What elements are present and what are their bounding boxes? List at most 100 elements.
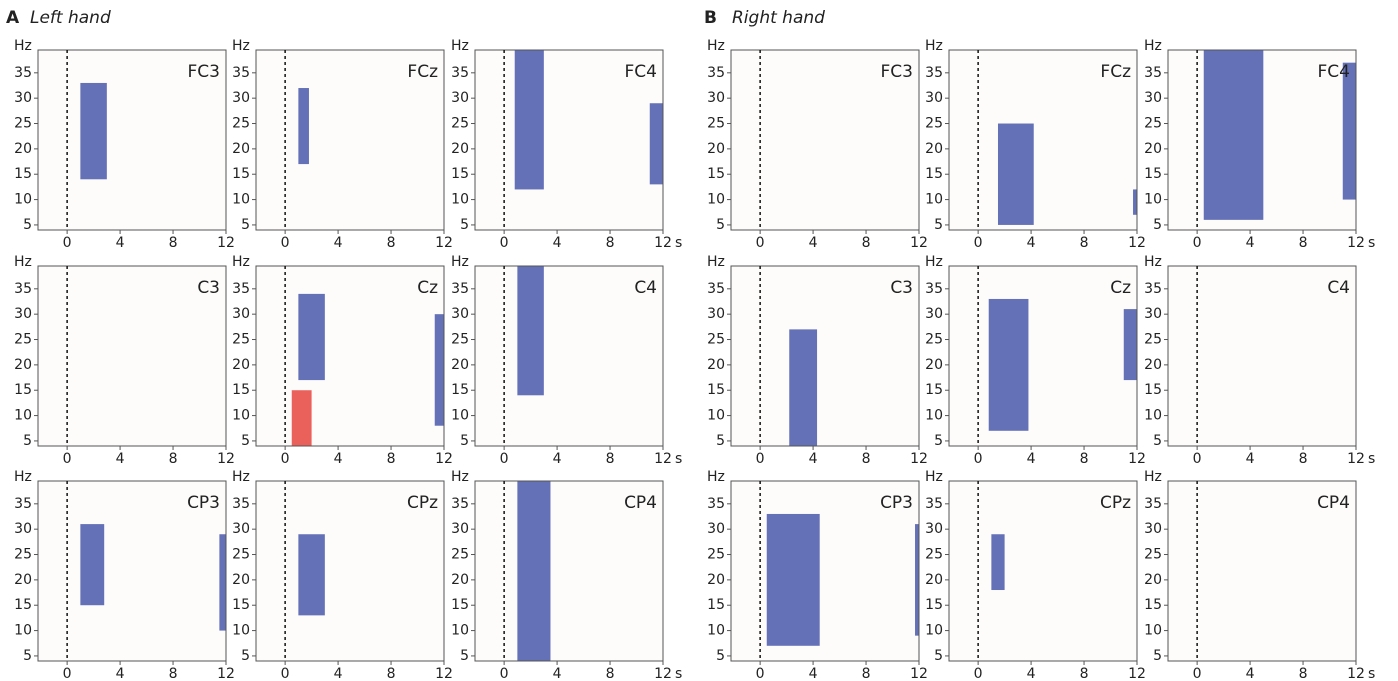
y-tick-label: 20	[707, 141, 725, 157]
y-tick-label: 15	[707, 382, 725, 398]
y-tick-label: 30	[1144, 306, 1162, 322]
y-tick-label: 30	[14, 90, 32, 106]
x-tick-label: 0	[1193, 235, 1202, 251]
significant-region	[434, 314, 444, 426]
x-tick-label: 0	[281, 666, 290, 681]
x-tick-label: 0	[974, 451, 983, 467]
x-tick-label: 8	[1299, 451, 1308, 467]
y-tick-label: 35	[707, 65, 725, 81]
y-tick-label: 30	[14, 521, 32, 537]
y-tick-label: 15	[232, 166, 250, 182]
y-tick-label: 25	[451, 547, 469, 563]
y-tick-label: 20	[451, 357, 469, 373]
y-tick-label: 30	[925, 90, 943, 106]
y-axis-label: Hz	[14, 469, 32, 485]
y-axis-label: Hz	[232, 469, 250, 485]
plot-area	[1168, 481, 1356, 661]
axes-frame	[474, 49, 664, 231]
y-tick-label: 35	[14, 65, 32, 81]
y-tick-label: 30	[1144, 521, 1162, 537]
x-tick-label: 12	[217, 451, 235, 467]
y-tick-label: 15	[451, 166, 469, 182]
y-tick-label: 5	[23, 648, 32, 664]
channel-label: FCz	[407, 62, 438, 82]
panel-title: Right hand	[732, 8, 825, 28]
plot-area	[949, 481, 1137, 661]
y-tick-label: 25	[14, 332, 32, 348]
panel-label: A	[6, 8, 20, 28]
x-tick-label: 0	[1193, 451, 1202, 467]
y-tick-label: 20	[1144, 357, 1162, 373]
y-tick-label: 25	[707, 332, 725, 348]
significant-region	[298, 293, 325, 381]
x-tick-label: 4	[809, 451, 818, 467]
x-tick-label: 12	[1128, 235, 1146, 251]
panel-title: Left hand	[30, 8, 111, 28]
x-tick-label: 12	[217, 666, 235, 681]
channel-label: Cz	[1110, 278, 1131, 298]
significant-region	[514, 50, 544, 190]
y-axis-label: Hz	[707, 254, 725, 270]
plot-area	[731, 481, 919, 661]
channel-label: CP3	[880, 493, 913, 513]
x-tick-label: 8	[606, 666, 615, 681]
significant-region	[1133, 189, 1137, 215]
x-tick-label: 0	[756, 451, 765, 467]
plot-area	[949, 50, 1137, 230]
x-tick-label: 12	[910, 451, 928, 467]
y-tick-label: 35	[925, 496, 943, 512]
y-tick-label: 25	[232, 332, 250, 348]
y-tick-label: 20	[1144, 141, 1162, 157]
x-tick-label: 12	[654, 235, 672, 251]
y-tick-label: 25	[925, 332, 943, 348]
x-tick-label: 12	[910, 235, 928, 251]
y-tick-label: 20	[925, 357, 943, 373]
channel-label: CP4	[1317, 493, 1350, 513]
x-tick-label: 4	[1027, 666, 1036, 681]
y-axis-label: Hz	[14, 38, 32, 54]
y-tick-label: 5	[23, 433, 32, 449]
y-tick-label: 25	[707, 116, 725, 132]
y-tick-label: 10	[232, 192, 250, 208]
y-tick-label: 5	[460, 433, 469, 449]
y-tick-label: 25	[925, 116, 943, 132]
plot-area	[475, 266, 663, 446]
y-tick-label: 10	[707, 408, 725, 424]
y-tick-label: 10	[14, 408, 32, 424]
y-tick-label: 35	[925, 281, 943, 297]
y-axis-label: Hz	[1144, 469, 1162, 485]
x-axis-label: s	[675, 451, 682, 467]
y-axis-label: Hz	[707, 469, 725, 485]
x-tick-label: 0	[756, 235, 765, 251]
y-axis-label: Hz	[925, 254, 943, 270]
significant-region	[1123, 309, 1137, 381]
axes-frame	[255, 480, 445, 662]
x-axis-label: s	[675, 666, 682, 681]
significant-region	[997, 123, 1034, 225]
x-tick-label: 12	[910, 666, 928, 681]
y-tick-label: 15	[925, 382, 943, 398]
y-tick-label: 5	[460, 217, 469, 233]
x-tick-label: 0	[974, 666, 983, 681]
y-tick-label: 5	[934, 217, 943, 233]
plot-area	[731, 50, 919, 230]
y-tick-label: 20	[232, 357, 250, 373]
x-tick-label: 12	[435, 235, 453, 251]
plot-area	[38, 481, 226, 661]
x-tick-label: 4	[553, 666, 562, 681]
plot-area	[38, 50, 226, 230]
y-tick-label: 10	[707, 192, 725, 208]
plot-area	[256, 481, 444, 661]
y-tick-label: 10	[232, 408, 250, 424]
y-tick-label: 20	[14, 141, 32, 157]
channel-label: CP3	[187, 493, 220, 513]
y-tick-label: 5	[934, 648, 943, 664]
x-tick-label: 12	[217, 235, 235, 251]
axes-frame	[730, 480, 920, 662]
x-tick-label: 4	[1027, 235, 1036, 251]
y-tick-label: 25	[451, 332, 469, 348]
y-tick-label: 20	[14, 572, 32, 588]
channel-label: C4	[1327, 278, 1350, 298]
x-tick-label: 12	[435, 666, 453, 681]
